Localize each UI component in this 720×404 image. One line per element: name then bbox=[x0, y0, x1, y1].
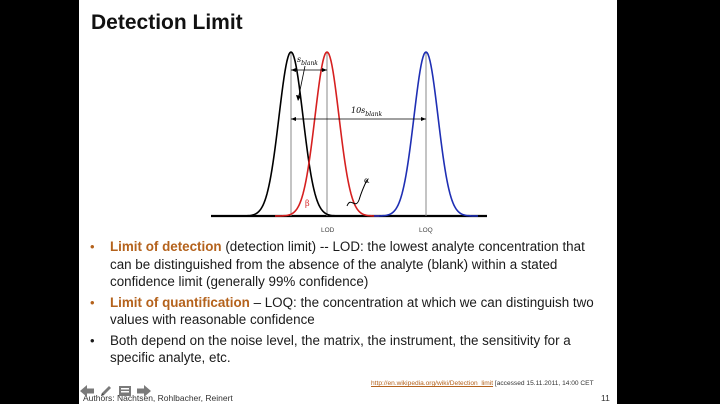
bullet-lod: • Limit of detection (detection limit) --… bbox=[90, 239, 585, 289]
slide-title: Detection Limit bbox=[91, 11, 243, 34]
detection-limit-diagram: sblank 10sblank α β LOD LOQ bbox=[211, 51, 487, 234]
source-citation: http://en.wikipedia.org/wiki/Detection_l… bbox=[371, 380, 594, 387]
blank-distribution-curve bbox=[238, 51, 344, 217]
s-blank-pointer bbox=[297, 65, 306, 101]
pencil-icon[interactable] bbox=[98, 383, 114, 399]
page-number: 11 bbox=[601, 393, 610, 403]
slides-icon[interactable] bbox=[117, 383, 133, 399]
bullet-list: • Limit of detection (detection limit) --… bbox=[87, 238, 609, 370]
lod-label: LOD bbox=[321, 227, 335, 234]
alpha-label: α bbox=[364, 176, 370, 185]
loq-label: LOQ bbox=[419, 227, 433, 234]
loq-distribution-curve bbox=[373, 51, 479, 217]
slide: Detection Limit sblank 10sblank α β LOD … bbox=[79, 0, 617, 404]
bullet-loq: • Limit of quantification – LOQ: the conc… bbox=[90, 294, 594, 328]
beta-label: β bbox=[305, 199, 310, 208]
authors-footer: Authors: Nachtsen, Rohlbacher, Reinert bbox=[83, 393, 233, 403]
alpha-pointer bbox=[346, 179, 368, 207]
ten-s-blank-label: 10sblank bbox=[351, 106, 382, 118]
source-link[interactable]: http://en.wikipedia.org/wiki/Detection_l… bbox=[371, 380, 494, 387]
arrow-right-icon[interactable] bbox=[136, 383, 152, 399]
lod-distribution-curve bbox=[274, 51, 380, 217]
bullet-dependencies: • Both depend on the noise level, the mat… bbox=[90, 332, 571, 366]
presentation-nav bbox=[79, 383, 152, 403]
s-blank-label: sblank bbox=[297, 55, 318, 67]
arrow-left-icon[interactable] bbox=[79, 383, 95, 399]
